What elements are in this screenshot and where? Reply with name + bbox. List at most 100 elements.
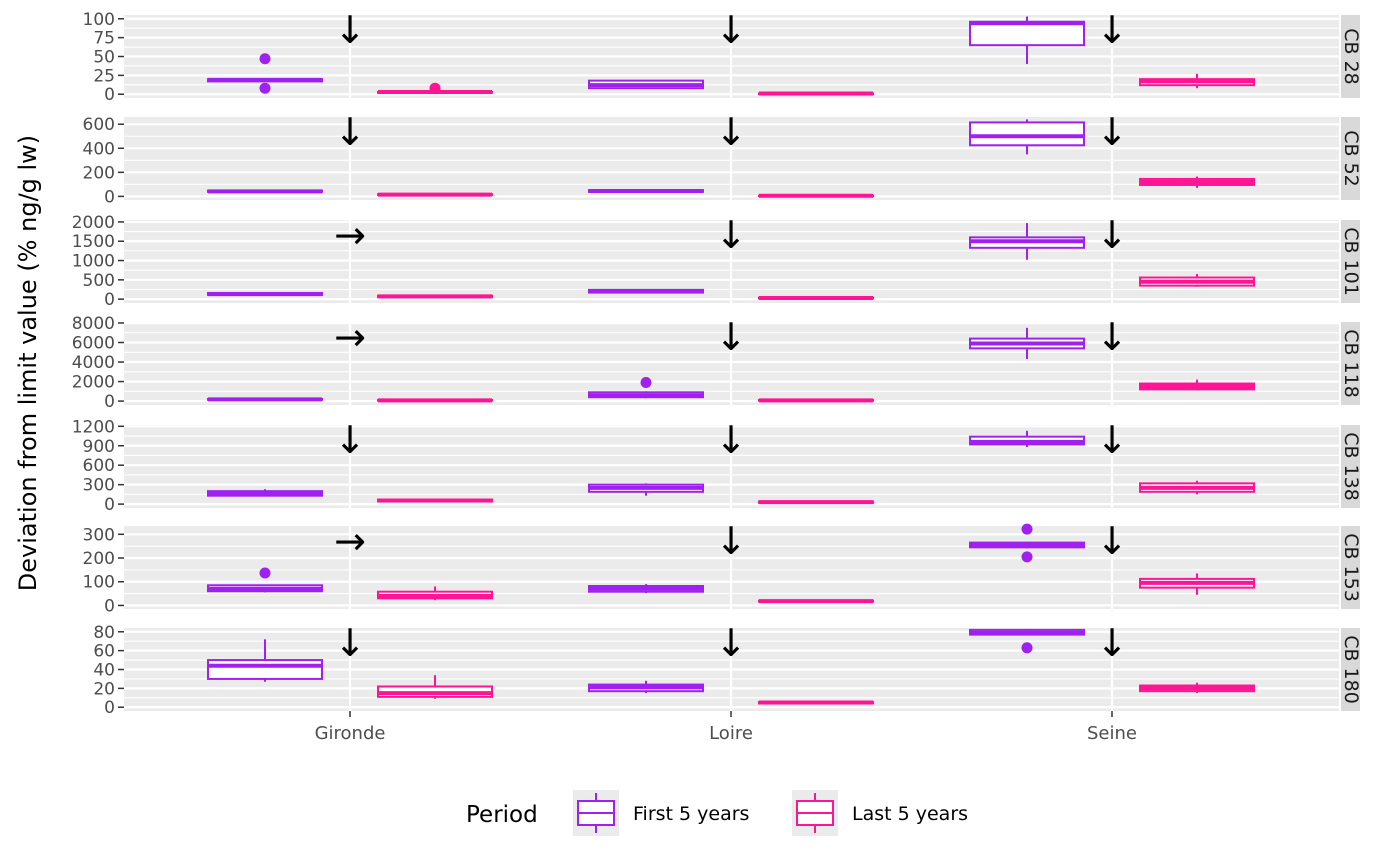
- boxplot: [207, 489, 323, 497]
- boxplot: [377, 294, 493, 299]
- y-tick-label: 50: [93, 48, 115, 68]
- y-tick-label: 200: [83, 549, 115, 569]
- down-arrow-icon: ↓: [334, 8, 366, 52]
- facet-strip-label: CB 101: [1340, 227, 1362, 296]
- y-tick-label: 2000: [72, 373, 115, 393]
- facet-strip: [1341, 322, 1360, 405]
- outlier-point: [1021, 551, 1033, 563]
- right-arrow-icon: →: [334, 519, 366, 563]
- down-arrow-icon: ↓: [715, 110, 747, 154]
- y-tick-label: 40: [93, 661, 115, 681]
- boxplot: [207, 567, 323, 593]
- legend-item: First 5 years: [573, 790, 749, 836]
- boxplot: [1139, 274, 1255, 287]
- facet-strip: [1341, 220, 1360, 303]
- legend-label: Last 5 years: [852, 803, 968, 825]
- boxplot: [969, 119, 1085, 155]
- outlier-point: [640, 377, 652, 389]
- y-tick-label: 300: [83, 525, 115, 545]
- boxplot: [588, 377, 704, 399]
- down-arrow-icon: ↓: [715, 213, 747, 257]
- boxplot: [969, 430, 1085, 448]
- y-tick-label: 75: [93, 29, 115, 49]
- y-tick-label: 100: [83, 573, 115, 593]
- down-arrow-icon: ↓: [1096, 621, 1128, 665]
- boxplot: [969, 327, 1085, 360]
- boxplot: [588, 188, 704, 193]
- boxplot: [758, 295, 874, 300]
- boxplot: [207, 291, 323, 297]
- x-axis: Gironde Loire Seine: [315, 711, 1137, 744]
- down-arrow-icon: ↓: [334, 621, 366, 665]
- legend-item: Last 5 years: [792, 790, 968, 836]
- boxplot: [207, 639, 323, 682]
- facet-strip: [1341, 425, 1360, 508]
- outlier-point: [1021, 523, 1033, 535]
- down-arrow-icon: ↓: [715, 418, 747, 462]
- boxplot: [377, 82, 493, 94]
- boxplot: [1139, 480, 1255, 495]
- boxplot: [377, 675, 493, 699]
- y-tick-label: 1200: [72, 417, 115, 437]
- facet-strip-label: CB 153: [1340, 533, 1362, 602]
- outlier-point: [259, 53, 271, 65]
- y-tick-label: 100: [83, 10, 115, 30]
- down-arrow-icon: ↓: [1096, 519, 1128, 563]
- y-tick-label: 4000: [72, 353, 115, 373]
- outlier-point: [259, 82, 271, 94]
- down-arrow-icon: ↓: [334, 110, 366, 154]
- legend-label: First 5 years: [633, 803, 749, 825]
- facet-strip-label: CB 118: [1340, 329, 1362, 398]
- boxplot: [588, 584, 704, 594]
- boxplot: [588, 288, 704, 294]
- facet-panel: 0 200 400 600 ↓ ↓ ↓ CB 52: [83, 110, 1362, 207]
- boxplot: [207, 53, 323, 94]
- y-tick-label: 0: [104, 392, 115, 412]
- facet-strip: [1341, 526, 1360, 609]
- boxplot: [969, 16, 1085, 65]
- y-tick-label: 200: [83, 163, 115, 183]
- y-tick-label: 60: [93, 642, 115, 662]
- boxplot: [969, 523, 1085, 563]
- box: [969, 121, 1085, 147]
- facet-strip: [1341, 628, 1360, 711]
- boxplot: [1139, 73, 1255, 89]
- facet-strip: [1341, 15, 1360, 98]
- down-arrow-icon: ↓: [1096, 8, 1128, 52]
- boxplot: [758, 599, 874, 604]
- down-arrow-icon: ↓: [715, 315, 747, 359]
- y-tick-label: 0: [104, 187, 115, 207]
- boxplot: [377, 398, 493, 403]
- legend-key: [573, 790, 619, 836]
- x-tick-label: Seine: [1087, 723, 1137, 744]
- outlier-point: [259, 567, 271, 579]
- x-tick-label: Loire: [709, 723, 753, 744]
- legend-title: Period: [466, 802, 538, 828]
- y-tick-label: 300: [83, 476, 115, 496]
- y-tick-label: 8000: [72, 314, 115, 334]
- boxplot: [1139, 176, 1255, 188]
- boxplot: [377, 192, 493, 197]
- y-tick-label: 20: [93, 679, 115, 699]
- facet-strip-label: CB 138: [1340, 432, 1362, 501]
- boxplot: [377, 498, 493, 503]
- outlier-point: [1021, 642, 1033, 654]
- y-tick-label: 0: [104, 596, 115, 616]
- y-tick-label: 0: [104, 495, 115, 515]
- facet-strip: [1341, 117, 1360, 200]
- boxplot: [207, 397, 323, 402]
- y-tick-label: 900: [83, 437, 115, 457]
- down-arrow-icon: ↓: [334, 418, 366, 462]
- boxplot: [1139, 573, 1255, 595]
- y-tick-label: 0: [104, 290, 115, 310]
- y-tick-label: 1000: [72, 252, 115, 272]
- boxplot: [758, 398, 874, 403]
- down-arrow-icon: ↓: [1096, 110, 1128, 154]
- down-arrow-icon: ↓: [715, 621, 747, 665]
- legend: Period First 5 years Last 5 years: [466, 790, 968, 836]
